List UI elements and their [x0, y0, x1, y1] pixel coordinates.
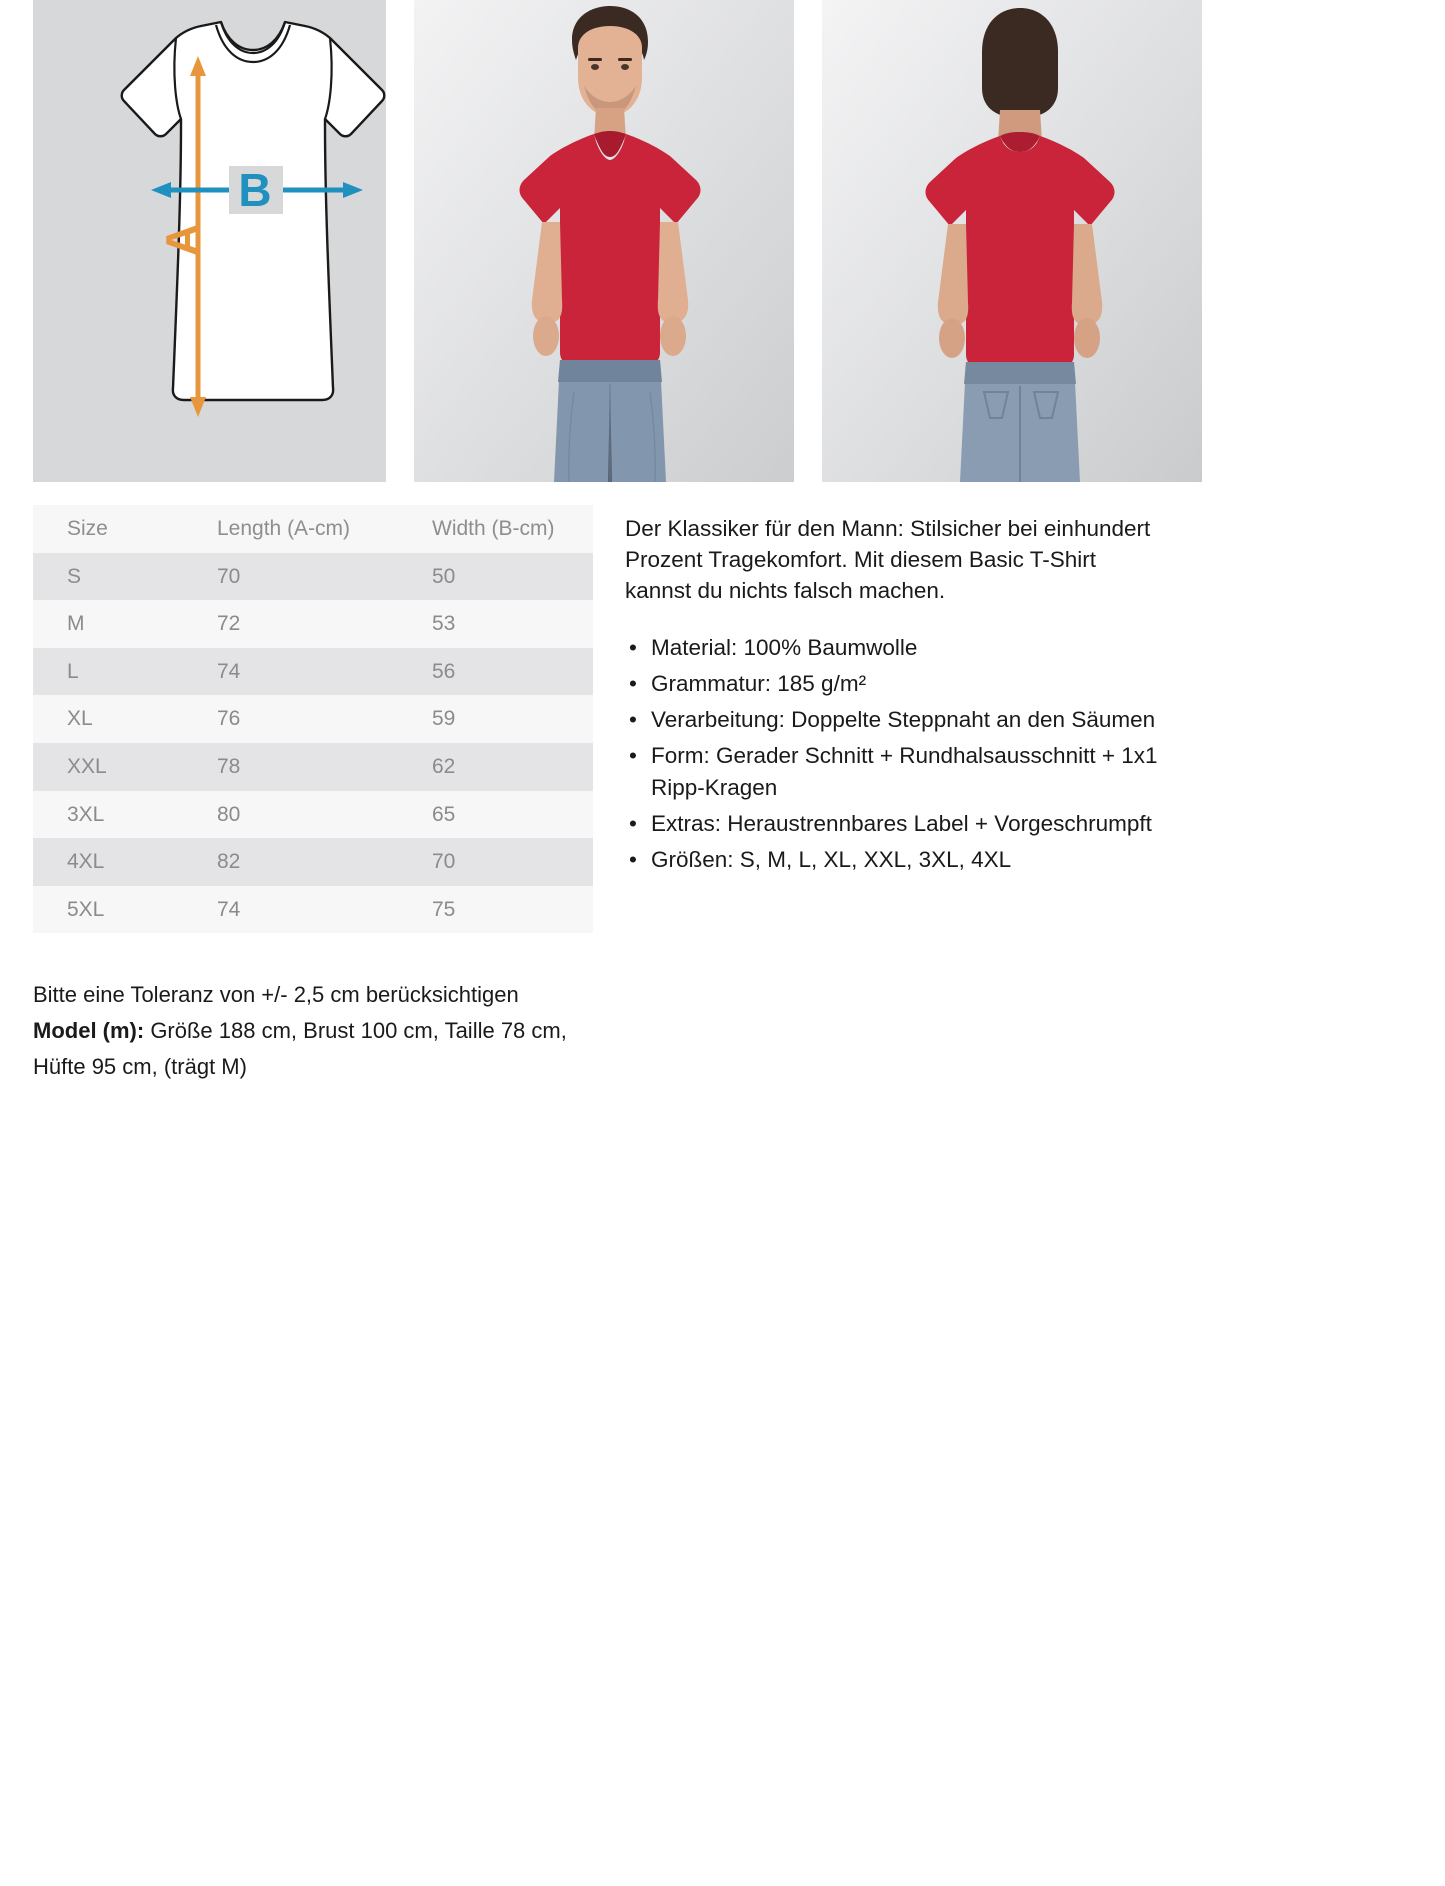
- cell-length: 74: [217, 897, 241, 921]
- bullet-icon: •: [629, 635, 637, 661]
- cell-size: 4XL: [67, 850, 105, 874]
- product-image-strip: A B: [0, 0, 1445, 490]
- cell-size: L: [67, 659, 79, 683]
- cell-length: 78: [217, 755, 241, 779]
- table-header-row: Size Length (A-cm) Width (B-cm): [33, 505, 593, 553]
- bullet-icon: •: [629, 742, 637, 768]
- model-front-illustration: [414, 0, 794, 482]
- cell-size: 5XL: [67, 897, 105, 921]
- feature-text: Extras: Heraustrennbares Label + Vorgesc…: [651, 810, 1152, 836]
- list-item: • Verarbeitung: Doppelte Steppnaht an de…: [625, 704, 1165, 736]
- tshirt-measurement-diagram: A B: [33, 0, 386, 482]
- cell-width: 56: [432, 659, 456, 683]
- cell-length: 70: [217, 564, 241, 588]
- size-chart-body: S 70 50 M 72 53 L 74 56 XL 76 59: [33, 552, 593, 934]
- cell-length: 80: [217, 802, 241, 826]
- cell-length: 72: [217, 612, 241, 636]
- bullet-icon: •: [629, 707, 637, 733]
- table-row: S 70 50: [33, 552, 593, 601]
- cell-size: XL: [67, 707, 93, 731]
- model-back-illustration: [822, 0, 1202, 482]
- tolerance-note: Bitte eine Toleranz von +/- 2,5 cm berüc…: [33, 982, 519, 1008]
- model-back-photo: [822, 0, 1202, 482]
- size-chart-header: Size Length (A-cm) Width (B-cm): [33, 505, 593, 553]
- table-row: 3XL 80 65: [33, 790, 593, 839]
- model-note: Model (m): Größe 188 cm, Brust 100 cm, T…: [33, 1013, 603, 1084]
- cell-size: XXL: [67, 755, 107, 779]
- product-description-column: Der Klassiker für den Mann: Stilsicher b…: [625, 513, 1165, 880]
- table-row: L 74 56: [33, 647, 593, 696]
- feature-text: Form: Gerader Schnitt + Rundhalsausschni…: [651, 742, 1158, 800]
- cell-size: S: [67, 564, 82, 588]
- bullet-icon: •: [629, 810, 637, 836]
- product-feature-list: • Material: 100% Baumwolle • Grammatur: …: [625, 632, 1165, 876]
- list-item: • Grammatur: 185 g/m²: [625, 668, 1165, 700]
- size-chart-column: Size Length (A-cm) Width (B-cm) S 70 50 …: [33, 505, 593, 1084]
- table-row: XL 76 59: [33, 695, 593, 744]
- tshirt-outline-svg: A B: [120, 20, 386, 417]
- size-chart-table: Size Length (A-cm) Width (B-cm) S 70 50 …: [33, 505, 593, 934]
- table-row: M 72 53: [33, 600, 593, 648]
- feature-text: Grammatur: 185 g/m²: [651, 671, 867, 697]
- column-header-length: Length (A-cm): [217, 517, 351, 540]
- feature-text: Material: 100% Baumwolle: [651, 635, 918, 661]
- cell-width: 50: [432, 564, 456, 588]
- model-note-details: Größe 188 cm, Brust 100 cm, Taille 78 cm…: [33, 1018, 567, 1079]
- bullet-icon: •: [629, 846, 637, 872]
- cell-width: 62: [432, 755, 456, 779]
- table-row: 5XL 74 75: [33, 885, 593, 934]
- list-item: • Extras: Heraustrennbares Label + Vorge…: [625, 808, 1165, 840]
- arrow-b-label: B: [238, 164, 271, 216]
- cell-width: 53: [432, 612, 456, 636]
- arrow-a-label: A: [156, 223, 208, 256]
- model-note-label: Model (m):: [33, 1018, 145, 1044]
- column-header-size: Size: [67, 517, 108, 540]
- column-header-width: Width (B-cm): [432, 517, 555, 540]
- cell-size: M: [67, 612, 85, 636]
- size-notes: Bitte eine Toleranz von +/- 2,5 cm berüc…: [33, 977, 603, 1084]
- model-front-photo: [414, 0, 794, 482]
- cell-width: 75: [432, 897, 456, 921]
- description-paragraph: Der Klassiker für den Mann: Stilsicher b…: [625, 516, 1151, 604]
- cell-width: 59: [432, 707, 456, 731]
- cell-length: 74: [217, 659, 241, 683]
- table-row: XXL 78 62: [33, 743, 593, 791]
- list-item: • Material: 100% Baumwolle: [625, 632, 1165, 664]
- cell-size: 3XL: [67, 802, 105, 826]
- cell-width: 65: [432, 802, 456, 826]
- table-row: 4XL 82 70: [33, 838, 593, 886]
- cell-length: 76: [217, 707, 241, 731]
- arrow-a: [190, 56, 206, 417]
- cell-length: 82: [217, 850, 241, 874]
- list-item: • Größen: S, M, L, XL, XXL, 3XL, 4XL: [625, 844, 1165, 876]
- cell-width: 70: [432, 850, 456, 874]
- bullet-icon: •: [629, 671, 637, 697]
- list-item: • Form: Gerader Schnitt + Rundhalsaussch…: [625, 740, 1165, 804]
- feature-text: Größen: S, M, L, XL, XXL, 3XL, 4XL: [651, 846, 1012, 872]
- feature-text: Verarbeitung: Doppelte Steppnaht an den …: [651, 707, 1156, 733]
